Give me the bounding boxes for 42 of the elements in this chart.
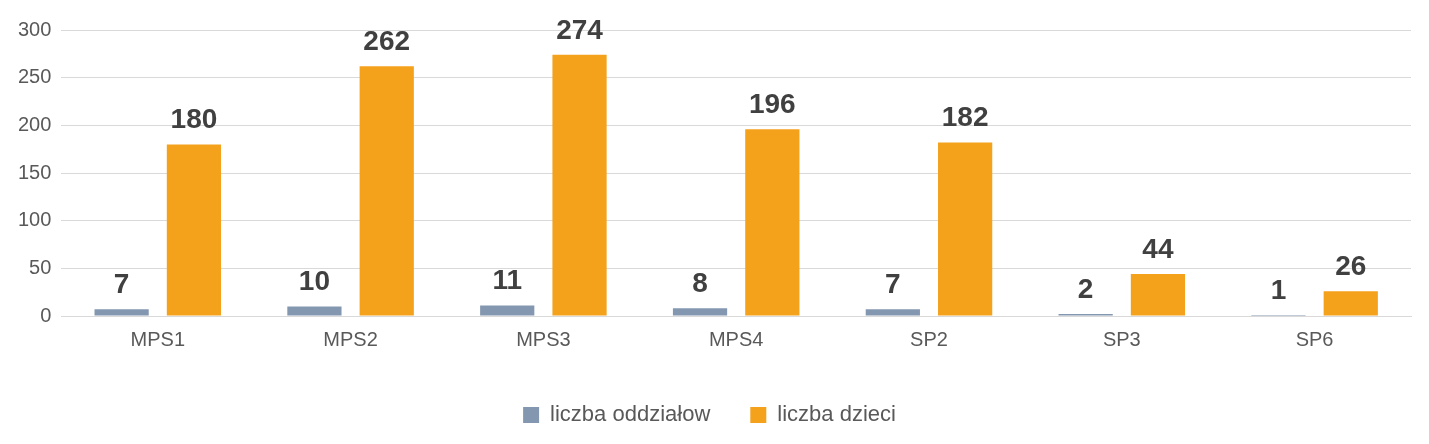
x-tick-label: MPS1 bbox=[130, 327, 186, 350]
data-label: 44 bbox=[1142, 232, 1174, 264]
bar bbox=[672, 308, 728, 316]
data-label: 196 bbox=[748, 87, 796, 119]
bar bbox=[94, 309, 149, 316]
data-label: 2 bbox=[1077, 272, 1094, 304]
x-tick-label: SP3 bbox=[1102, 327, 1141, 350]
bar bbox=[552, 54, 607, 316]
x-tick-label: MPS4 bbox=[708, 327, 764, 350]
legend-label: liczba oddziałow bbox=[550, 401, 711, 427]
bar bbox=[865, 309, 920, 316]
data-label: 7 bbox=[885, 268, 901, 300]
x-tick-label: MPS3 bbox=[516, 327, 571, 350]
data-label: 182 bbox=[941, 101, 989, 133]
bar bbox=[287, 306, 342, 316]
y-tick-label: 150 bbox=[17, 160, 52, 183]
bar bbox=[1130, 274, 1186, 316]
bar bbox=[359, 66, 414, 316]
y-tick-label: 100 bbox=[17, 208, 52, 231]
x-tick-label: MPS2 bbox=[323, 327, 378, 350]
data-label: 26 bbox=[1335, 249, 1367, 281]
y-tick-label: 0 bbox=[40, 303, 52, 326]
data-label: 8 bbox=[692, 267, 708, 299]
legend-label: liczba dzieci bbox=[777, 401, 896, 427]
bar bbox=[938, 142, 993, 316]
bar bbox=[480, 305, 535, 316]
bar bbox=[166, 144, 222, 316]
data-label: 10 bbox=[298, 265, 330, 297]
x-tick-label: SP6 bbox=[1295, 327, 1334, 350]
y-tick-label: 200 bbox=[17, 112, 52, 135]
x-tick-label: SP2 bbox=[910, 327, 948, 350]
bar bbox=[1323, 291, 1378, 316]
data-label: 1 bbox=[1270, 273, 1287, 305]
data-label: 11 bbox=[492, 264, 523, 296]
data-label: 262 bbox=[363, 24, 411, 56]
y-tick-label: 50 bbox=[29, 255, 52, 278]
data-label: 274 bbox=[556, 13, 604, 45]
data-label: 180 bbox=[170, 103, 218, 135]
y-tick-label: 300 bbox=[17, 17, 52, 40]
bar bbox=[745, 129, 800, 316]
y-tick-label: 250 bbox=[17, 65, 52, 88]
data-label: 7 bbox=[113, 268, 130, 300]
